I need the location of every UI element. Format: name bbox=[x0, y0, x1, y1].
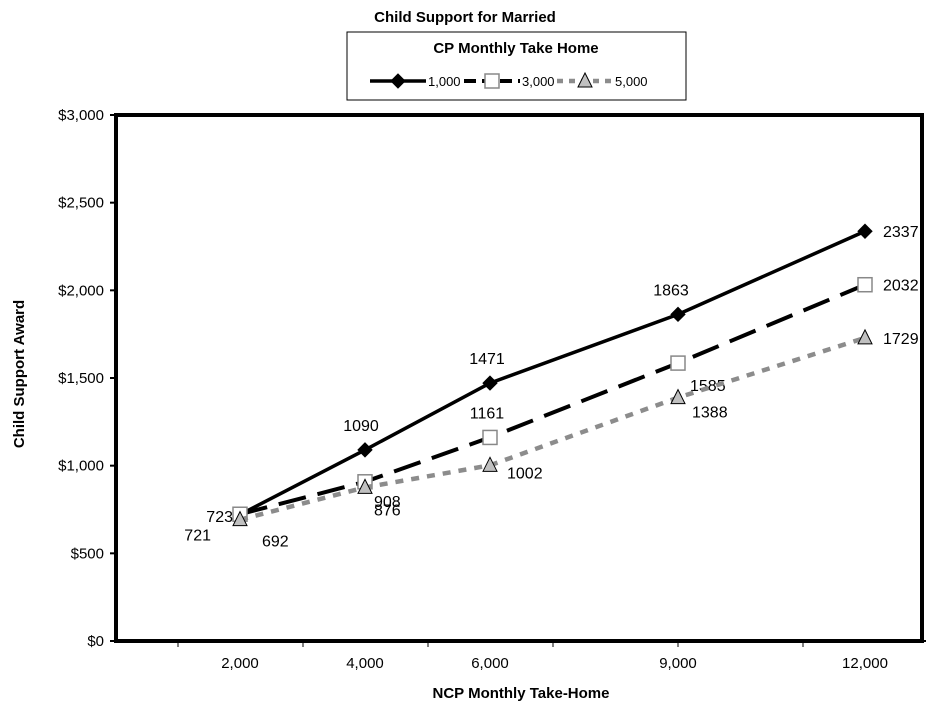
legend-item: 3,000 bbox=[464, 73, 555, 89]
data-label: 1388 bbox=[692, 405, 728, 422]
triangle-marker bbox=[670, 388, 686, 405]
square-marker bbox=[484, 73, 500, 89]
chart-title: Child Support for Married bbox=[374, 9, 556, 26]
legend-title: CP Monthly Take Home bbox=[433, 40, 598, 57]
legend-label: 1,000 bbox=[428, 74, 461, 89]
triangle-marker bbox=[857, 328, 873, 345]
legend-items: 1,000 3,000 5,000 bbox=[370, 71, 648, 89]
x-tick-label: 2,000 bbox=[221, 655, 259, 672]
triangle-marker bbox=[357, 478, 373, 494]
square-marker bbox=[857, 276, 873, 293]
x-tick-label: 9,000 bbox=[659, 655, 697, 672]
data-label: 1090 bbox=[343, 418, 379, 435]
data-label: 1161 bbox=[470, 405, 505, 422]
y-axis-title: Child Support Award bbox=[11, 300, 28, 448]
y-tick-label: $0 bbox=[87, 633, 104, 650]
data-label: 1729 bbox=[883, 331, 919, 348]
legend-label: 3,000 bbox=[522, 74, 555, 89]
legend-item: 5,000 bbox=[557, 71, 648, 89]
data-label: 692 bbox=[262, 534, 289, 551]
data-label: 723 bbox=[206, 509, 233, 526]
diamond-marker bbox=[670, 306, 686, 323]
y-tick-label: $2,500 bbox=[58, 195, 104, 212]
data-label: 1002 bbox=[507, 465, 543, 482]
data-label: 2032 bbox=[883, 278, 919, 295]
series-1000: 721 1090 1471 1863 2337 bbox=[184, 223, 919, 545]
legend-label: 5,000 bbox=[615, 74, 648, 89]
x-tick-label: 6,000 bbox=[471, 655, 509, 672]
legend-box bbox=[346, 31, 687, 101]
y-tick-label: $3,000 bbox=[58, 107, 104, 124]
square-marker bbox=[670, 355, 686, 371]
square-marker bbox=[482, 429, 498, 446]
y-tick-label: $1,000 bbox=[58, 458, 104, 475]
legend: CP Monthly Take Home 1,000 3,000 5,000 bbox=[346, 31, 687, 101]
y-tick-label: $500 bbox=[71, 545, 104, 562]
plot-frame bbox=[114, 113, 924, 643]
series-line bbox=[239, 282, 866, 517]
data-label: 908 bbox=[374, 494, 401, 511]
triangle-marker bbox=[482, 456, 498, 472]
diamond-marker bbox=[482, 375, 498, 391]
data-label: 876 bbox=[374, 502, 401, 519]
data-label: 721 bbox=[184, 528, 211, 545]
y-tick-label: $1,500 bbox=[58, 370, 104, 387]
x-tick-label: 4,000 bbox=[346, 655, 384, 672]
triangle-marker bbox=[232, 510, 248, 527]
triangle-marker bbox=[577, 71, 593, 88]
diamond-marker bbox=[357, 442, 373, 458]
plot-area: $0 $500 $1,000 $1,500 $2,000 $2,500 $3,000 2,00… bbox=[58, 107, 926, 672]
data-label: 1863 bbox=[653, 282, 689, 299]
diamond-marker bbox=[390, 73, 406, 89]
data-label: 2337 bbox=[883, 224, 919, 241]
data-label: 1471 bbox=[469, 351, 505, 368]
series-line bbox=[239, 335, 866, 522]
diamond-marker bbox=[857, 223, 873, 239]
x-axis-title: NCP Monthly Take-Home bbox=[433, 685, 610, 702]
series-line bbox=[239, 229, 866, 517]
legend-item: 1,000 bbox=[370, 73, 461, 89]
series-5000: 692 876 1002 1388 1729 bbox=[232, 328, 919, 551]
y-tick-label: $2,000 bbox=[58, 282, 104, 299]
x-tick-label: 12,000 bbox=[842, 655, 888, 672]
